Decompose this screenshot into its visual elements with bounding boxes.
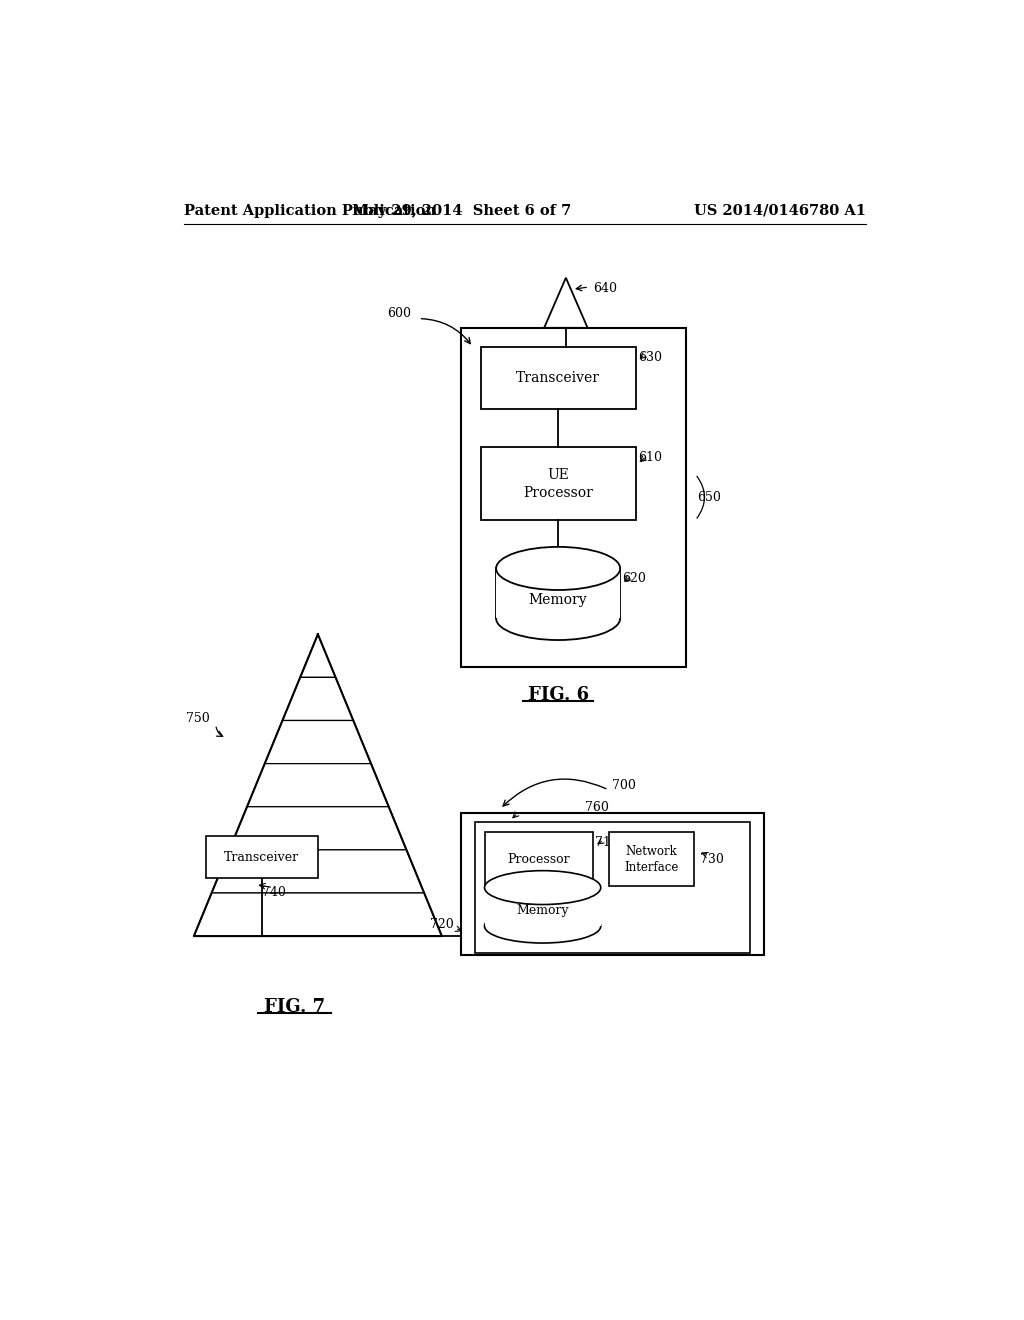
Text: Processor: Processor — [508, 853, 570, 866]
Polygon shape — [265, 721, 371, 763]
Text: 620: 620 — [623, 573, 646, 585]
Polygon shape — [212, 850, 424, 892]
Polygon shape — [194, 892, 442, 936]
Bar — [475, 822, 751, 953]
Text: Network
Interface: Network Interface — [624, 845, 678, 874]
Text: 700: 700 — [612, 779, 636, 792]
Text: 740: 740 — [262, 886, 286, 899]
Ellipse shape — [496, 546, 621, 590]
Polygon shape — [229, 807, 407, 850]
Polygon shape — [247, 763, 389, 807]
Text: 600: 600 — [387, 308, 411, 321]
Text: 640: 640 — [593, 281, 617, 294]
Text: FIG. 7: FIG. 7 — [264, 998, 326, 1015]
Bar — [496, 569, 621, 619]
Text: 720: 720 — [430, 917, 454, 931]
Text: UE
Processor: UE Processor — [523, 467, 593, 500]
Bar — [608, 832, 693, 886]
Text: 650: 650 — [697, 491, 722, 504]
Polygon shape — [300, 635, 336, 677]
Ellipse shape — [484, 909, 601, 942]
Polygon shape — [283, 677, 353, 721]
Text: 610: 610 — [638, 451, 662, 465]
Text: 760: 760 — [586, 801, 609, 814]
Text: Memory: Memory — [528, 593, 588, 607]
Bar — [484, 832, 593, 886]
Bar — [206, 836, 317, 878]
Text: 750: 750 — [185, 713, 209, 726]
Bar — [480, 347, 636, 409]
Text: US 2014/0146780 A1: US 2014/0146780 A1 — [694, 203, 866, 218]
Ellipse shape — [484, 871, 601, 904]
Text: Transceiver: Transceiver — [516, 371, 600, 385]
Text: Transceiver: Transceiver — [224, 850, 299, 863]
Text: 630: 630 — [638, 351, 662, 364]
Text: 730: 730 — [700, 853, 724, 866]
Text: May 29, 2014  Sheet 6 of 7: May 29, 2014 Sheet 6 of 7 — [351, 203, 570, 218]
Text: FIG. 6: FIG. 6 — [527, 686, 589, 704]
Bar — [484, 887, 601, 927]
Text: 710: 710 — [595, 836, 620, 849]
Polygon shape — [544, 277, 588, 327]
Ellipse shape — [496, 597, 621, 640]
Text: Patent Application Publication: Patent Application Publication — [183, 203, 436, 218]
Bar — [480, 447, 636, 520]
Bar — [461, 327, 686, 667]
Text: Memory: Memory — [516, 904, 569, 917]
Bar — [461, 813, 764, 956]
